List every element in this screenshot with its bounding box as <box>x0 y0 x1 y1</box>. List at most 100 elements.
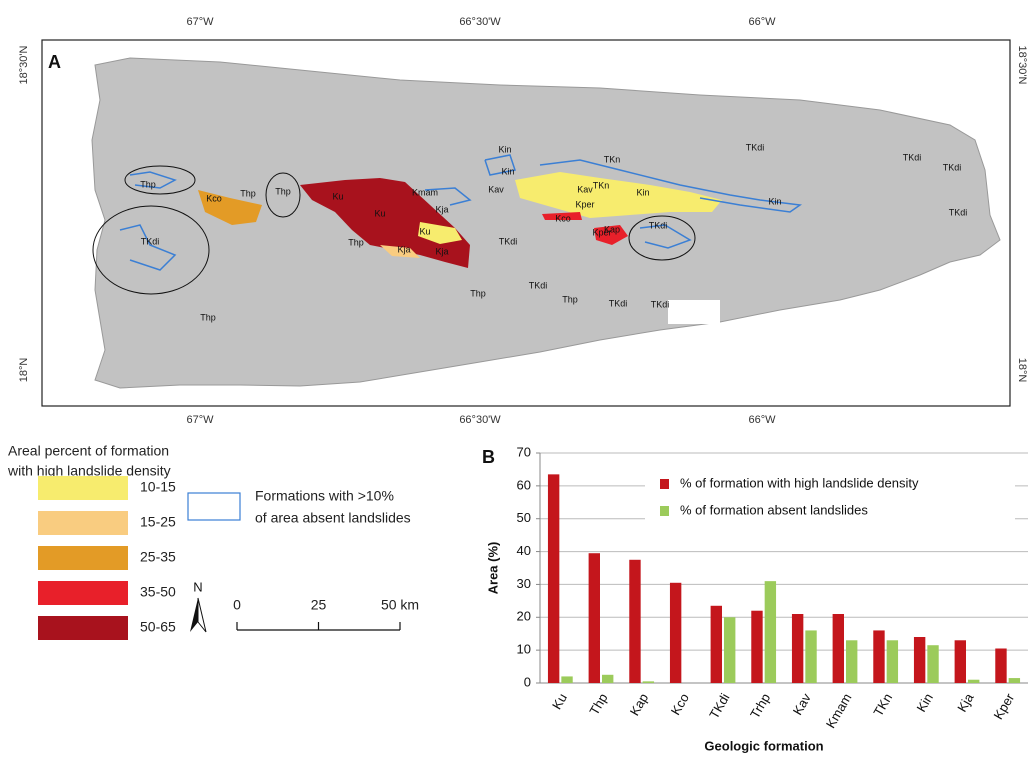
formation-label: TKdi <box>651 299 670 309</box>
bar <box>846 640 857 683</box>
x-tick-label: Kav <box>790 690 814 717</box>
legend-label: 25-35 <box>140 549 176 565</box>
north-arrow <box>190 598 198 632</box>
legend-label: 35-50 <box>140 584 176 600</box>
scale-label: 0 <box>233 597 241 613</box>
bar <box>792 614 803 683</box>
bar <box>711 606 722 683</box>
legend-title: Areal percent of formation <box>8 443 169 459</box>
formation-label: Kja <box>435 204 448 214</box>
bar <box>548 474 559 683</box>
x-axis-label: Geologic formation <box>704 738 823 753</box>
formation-label: TKdi <box>529 280 548 290</box>
x-tick-label: Kco <box>668 691 692 718</box>
north-label: N <box>193 579 202 594</box>
formation-label: Thp <box>140 179 156 189</box>
bar <box>561 676 572 683</box>
lat-label: 18°N <box>18 358 30 383</box>
y-tick-label: 10 <box>517 642 531 657</box>
formation-label: TKn <box>604 154 621 164</box>
x-tick-label: TKdi <box>706 691 732 722</box>
legend-label: % of formation absent landslides <box>680 502 868 517</box>
bar <box>914 637 925 683</box>
x-tick-label: Kin <box>914 691 936 715</box>
formation-label: Kco <box>555 213 571 223</box>
legend-label: 50-65 <box>140 619 176 635</box>
bar <box>968 680 979 683</box>
formation-label: TKdi <box>949 207 968 217</box>
lat-label: 18°30'N <box>1016 46 1028 85</box>
formation-label: Thp <box>200 312 216 322</box>
legend-swatch <box>38 511 128 535</box>
formation-label: Kin <box>498 144 511 154</box>
formation-label: Kav <box>488 184 504 194</box>
lon-label: 66°30'W <box>459 414 501 426</box>
panel-label: A <box>48 52 61 72</box>
formation-label: Ku <box>419 226 430 236</box>
bar <box>602 675 613 683</box>
formation-label: TKdi <box>649 220 668 230</box>
bar <box>629 560 640 683</box>
bar <box>643 681 654 683</box>
y-axis-label: Area (%) <box>485 542 500 595</box>
y-tick-label: 70 <box>517 444 531 459</box>
x-tick-label: TKn <box>870 691 895 719</box>
legend-label: 15-25 <box>140 514 176 530</box>
bar <box>589 553 600 683</box>
formation-label: Kin <box>636 187 649 197</box>
figure: A 67°W 66°30'W 66°W 67°W 66°30'W 66°W 18… <box>0 0 1030 758</box>
formation-label: Thp <box>562 294 578 304</box>
legend-swatch <box>38 546 128 570</box>
legend-swatch <box>38 476 128 500</box>
x-tick-label: Kmam <box>823 691 855 731</box>
y-tick-label: 30 <box>517 576 531 591</box>
bar <box>765 581 776 683</box>
formation-label: TKdi <box>903 152 922 162</box>
formation-label: Thp <box>240 188 256 198</box>
bar <box>751 611 762 683</box>
bar <box>805 630 816 683</box>
formation-label: Kmam <box>412 187 438 197</box>
formation-label: Kper <box>575 199 594 209</box>
x-tick-label: Kja <box>954 690 977 714</box>
outline-label: of area absent landslides <box>255 510 411 526</box>
formation-label: TKdi <box>609 298 628 308</box>
x-tick-label: Thp <box>586 691 610 718</box>
lon-label: 66°W <box>748 16 776 28</box>
formation-label: Kja <box>435 246 448 256</box>
bar <box>1009 678 1020 683</box>
formation-label: Kja <box>397 244 410 254</box>
x-tick-label: Kap <box>627 691 652 719</box>
formation-label: Thp <box>275 186 291 196</box>
formation-label: Thp <box>470 288 486 298</box>
bar <box>873 630 884 683</box>
legend-label: % of formation with high landslide densi… <box>680 475 919 490</box>
formation-label: Kco <box>206 193 222 203</box>
outline-label: Formations with >10% <box>255 488 394 504</box>
legend-swatch <box>660 479 669 489</box>
legend-swatch <box>38 616 128 640</box>
formation-label: Thp <box>348 237 364 247</box>
bar <box>670 583 681 683</box>
formation-label: TKdi <box>141 236 160 246</box>
scale-label: 50 km <box>381 597 419 613</box>
formation-label: Ku <box>332 191 343 201</box>
lon-label: 66°30'W <box>459 16 501 28</box>
formation-label: Kin <box>501 166 514 176</box>
x-tick-label: Kper <box>991 690 1018 722</box>
legend-swatch <box>38 581 128 605</box>
map-blank <box>668 300 720 324</box>
formation-label: Kap <box>604 224 620 234</box>
legend-swatch <box>660 506 669 516</box>
north-arrow <box>198 598 206 632</box>
lat-label: 18°N <box>1016 358 1028 383</box>
lat-label: 18°30'N <box>18 45 30 84</box>
y-tick-label: 40 <box>517 543 531 558</box>
formation-label: TKn <box>593 180 610 190</box>
x-tick-label: Trhp <box>747 691 773 721</box>
y-tick-label: 60 <box>517 477 531 492</box>
bar <box>724 617 735 683</box>
x-tick-label: Ku <box>549 691 570 712</box>
bar <box>995 649 1006 684</box>
formation-label: TKdi <box>943 162 962 172</box>
